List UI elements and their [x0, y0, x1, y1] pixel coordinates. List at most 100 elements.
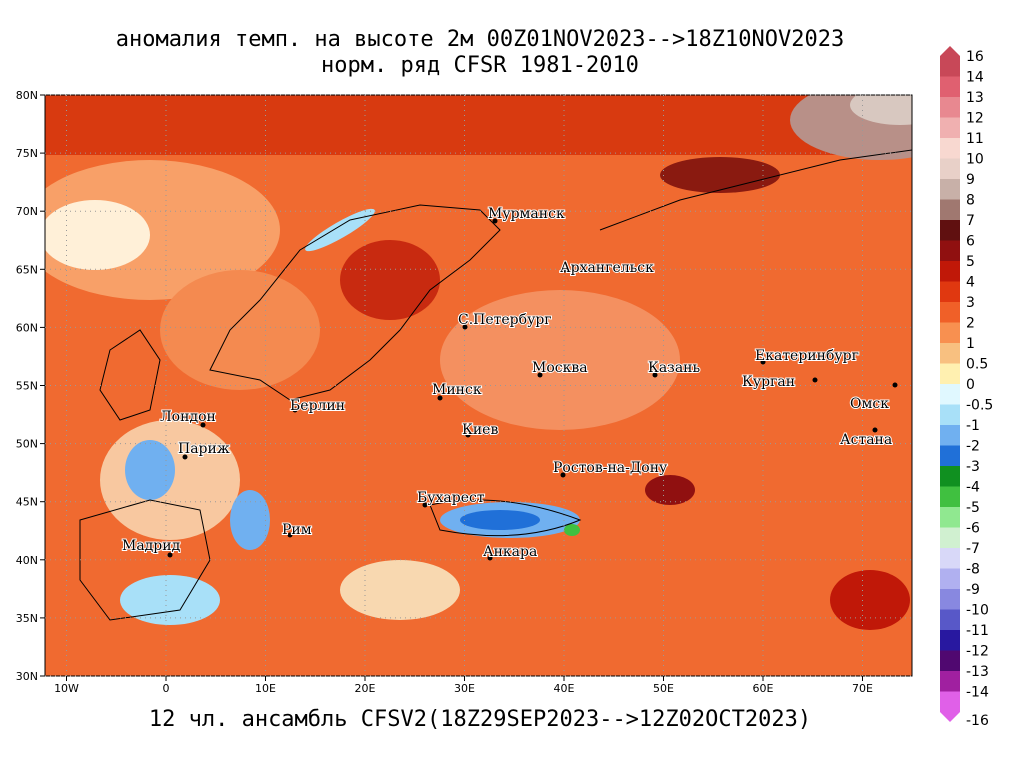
lon-tick-label: 50E: [653, 682, 674, 695]
colorbar-label: 14: [966, 70, 984, 86]
lon-tick-label: 70E: [852, 682, 873, 695]
colorbar-swatch: [940, 56, 960, 77]
colorbar-swatch: [940, 507, 960, 528]
colorbar-swatch: [940, 343, 960, 364]
city-dot: [182, 454, 188, 460]
city-dot: [560, 472, 566, 478]
colorbar-label: -0.5: [966, 398, 993, 414]
city-dot: [167, 552, 173, 558]
colorbar-swatch: [940, 589, 960, 610]
colorbar-swatch: [940, 609, 960, 630]
lon-tick-label: 60E: [753, 682, 774, 695]
colorbar-swatch: [940, 76, 960, 97]
city-label: Минск: [432, 382, 482, 398]
city-label: Лондон: [160, 409, 216, 425]
colorbar-swatch: [940, 568, 960, 589]
colorbar-label: -3: [966, 459, 980, 475]
colorbar-label: 0: [966, 377, 975, 393]
city-dot: [487, 555, 493, 561]
colorbar-swatch: [940, 138, 960, 159]
colorbar-label: 1: [966, 336, 975, 352]
colorbar-swatch: [940, 117, 960, 138]
colorbar-label: -8: [966, 562, 980, 578]
city-dot: [465, 432, 471, 438]
lon-tick-label: 20E: [355, 682, 376, 695]
colorbar-swatch: [940, 97, 960, 118]
lat-tick-label: 50N: [16, 438, 38, 451]
colorbar-swatch: [940, 220, 960, 241]
colorbar-label: -6: [966, 521, 980, 537]
colorbar-swatch: [940, 404, 960, 425]
colorbar-swatch: [940, 322, 960, 343]
city-dot: [437, 395, 443, 401]
city-label: Екатеринбург: [755, 348, 859, 364]
colorbar-label: 5: [966, 254, 975, 270]
city-dot: [492, 218, 498, 224]
title-line: норм. ряд CFSR 1981-2010: [321, 53, 639, 78]
lat-tick-label: 45N: [16, 496, 38, 509]
colorbar-label: -10: [966, 603, 989, 619]
colorbar-swatch: [940, 548, 960, 569]
colorbar-label: -12: [966, 644, 989, 660]
city-label: С.Петербург: [458, 312, 552, 328]
colorbar-label: 10: [966, 152, 984, 168]
colorbar-swatch: [940, 158, 960, 179]
lat-tick-label: 40N: [16, 554, 38, 567]
colorbar-label: 8: [966, 193, 975, 209]
colorbar-swatch: [940, 445, 960, 466]
footer: 12 чл. ансамбль CFSV2(18Z29SEP2023-->12Z…: [149, 707, 811, 732]
city-dot: [292, 407, 298, 413]
city-label: Анкара: [483, 544, 537, 560]
city-label: Курган: [742, 374, 795, 390]
city-label: Берлин: [290, 398, 345, 414]
colorbar-swatch: [940, 179, 960, 200]
colorbar-swatch: [940, 281, 960, 302]
colorbar-end: [940, 712, 960, 722]
colorbar-label: 12: [966, 111, 984, 127]
colorbar-swatch: [940, 384, 960, 405]
colorbar-end: [940, 46, 960, 56]
lat-tick-label: 55N: [16, 380, 38, 393]
city-label: Бухарест: [417, 490, 485, 506]
lat-tick-label: 70N: [16, 205, 38, 218]
colorbar-label: -14: [966, 685, 989, 701]
city-dot: [200, 422, 206, 428]
colorbar-label: -5: [966, 500, 980, 516]
colorbar-label: 9: [966, 172, 975, 188]
lat-tick-label: 60N: [16, 321, 38, 334]
title-line: аномалия темп. на высоте 2м 00Z01NOV2023…: [116, 27, 844, 52]
lon-tick-label: 30E: [454, 682, 475, 695]
colorbar-label: -11: [966, 623, 989, 639]
colorbar-label: 13: [966, 90, 984, 106]
city-label: Омск: [850, 396, 889, 412]
lon-tick-label: 10E: [255, 682, 276, 695]
colorbar-label: 16: [966, 49, 984, 65]
city-dot: [562, 267, 568, 273]
colorbar-swatch: [940, 240, 960, 261]
colorbar-swatch: [940, 650, 960, 671]
city-dot: [872, 427, 878, 433]
city-label: Казань: [648, 360, 700, 376]
map-field: [45, 95, 912, 676]
lat-tick-label: 35N: [16, 612, 38, 625]
colorbar-swatch: [940, 363, 960, 384]
colorbar-label: -1: [966, 418, 980, 434]
city-label: Мадрид: [122, 538, 181, 554]
city-dot: [537, 372, 543, 378]
city-label: Киев: [462, 422, 498, 438]
city-dot: [892, 382, 898, 388]
city-label: Ростов-на-Дону: [553, 460, 668, 476]
city-label: Париж: [178, 441, 230, 457]
lon-tick-label: 40E: [554, 682, 575, 695]
city-dot: [422, 502, 428, 508]
lon-tick-label: 10W: [54, 682, 79, 695]
colorbar-swatch: [940, 691, 960, 712]
lat-tick-label: 65N: [16, 263, 38, 276]
colorbar-swatch: [940, 261, 960, 282]
city-dot: [652, 372, 658, 378]
colorbar-swatch: [940, 302, 960, 323]
city-dot: [462, 324, 468, 330]
colorbar-label: -7: [966, 541, 980, 557]
colorbar-label: -9: [966, 582, 980, 598]
